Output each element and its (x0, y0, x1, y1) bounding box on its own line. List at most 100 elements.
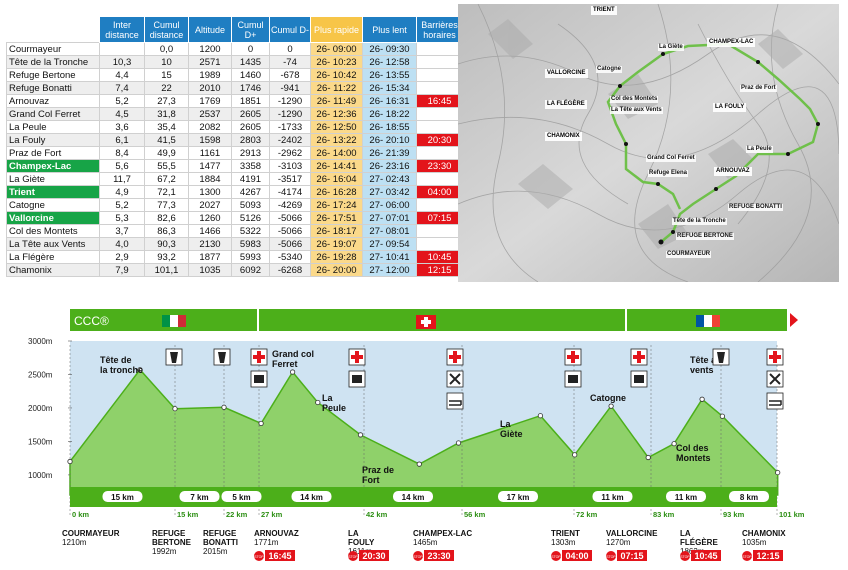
location-name: FOULY (348, 538, 375, 547)
segment-label: 15 km (111, 493, 134, 502)
location-name: LA (680, 529, 691, 538)
row-slow: 27- 10:41 (362, 250, 417, 264)
profile-point (645, 454, 651, 461)
profile-point (258, 420, 264, 427)
segment-pill (592, 491, 633, 502)
row-name: Refuge Bonatti (6, 81, 100, 95)
segment-pill (179, 491, 220, 502)
row-cumul: 35,4 (144, 120, 189, 134)
flag-italy (162, 315, 170, 327)
peak-label: Fort (362, 475, 380, 485)
km-label: 72 km (576, 510, 598, 519)
row-dplus: 2605 (231, 120, 270, 134)
row-slow: 26- 09:30 (362, 42, 417, 56)
cutoff-time: 20:30 (362, 551, 385, 561)
table-row: Champex-Lac 5,6 55,5 1477 3358 -3103 26- 14:41… (6, 159, 463, 173)
peak-label: Peule (322, 403, 346, 413)
row-cumul: 93,2 (144, 250, 189, 264)
km-label: 27 km (261, 510, 283, 519)
segment-label: 11 km (601, 493, 623, 502)
cutoff-time: 16:45 (268, 551, 291, 561)
km-label: 83 km (653, 510, 675, 519)
table-row: Grand Col Ferret 4,5 31,8 2537 2605 -1290 26- … (6, 107, 463, 121)
km-label: 42 km (366, 510, 388, 519)
row-dplus: 4191 (231, 172, 270, 186)
row-inter: 10,3 (99, 55, 145, 69)
row-slow: 26- 18:22 (362, 107, 417, 121)
segment-pill (729, 491, 769, 502)
cutoff-badge (691, 550, 721, 561)
location-altitude: 1992m (152, 547, 177, 556)
row-dplus: 2605 (231, 107, 270, 121)
row-dminus: -2962 (269, 146, 311, 160)
row-barrier (416, 120, 463, 134)
row-alt: 1477 (188, 159, 232, 173)
row-alt: 1200 (188, 42, 232, 56)
row-alt: 1989 (188, 68, 232, 82)
row-dplus: 0 (231, 42, 270, 56)
peak-label: la tronche (100, 365, 143, 375)
km-label: 22 km (226, 510, 248, 519)
profile-point (671, 441, 677, 447)
km-label: 15 km (177, 510, 199, 519)
row-barrier (416, 68, 463, 82)
row-alt: 2082 (188, 120, 232, 134)
location-name: LA (348, 529, 359, 538)
row-barrier (416, 107, 463, 121)
map-flegere: LA FLÉGÈRE (545, 100, 587, 109)
profile-point (289, 369, 296, 375)
y-tick-label: 1500m (28, 437, 53, 446)
profile-point (775, 469, 781, 476)
row-fast: 26- 19:28 (310, 250, 363, 264)
row-fast: 26- 17:24 (310, 198, 363, 212)
row-dminus: -1290 (269, 107, 311, 121)
row-fast: 26- 10:23 (310, 55, 363, 69)
cutoff-badge (753, 550, 783, 561)
profile-point (67, 458, 73, 465)
row-fast: 26- 18:17 (310, 224, 363, 238)
segment-label: 5 km (232, 493, 250, 502)
row-name: La Giète (6, 172, 100, 186)
stop-word: STOP (413, 555, 423, 559)
row-alt: 2537 (188, 107, 232, 121)
cutoff-time: 12:15 (756, 551, 779, 561)
row-inter: 5,3 (99, 211, 145, 225)
row-fast: 26- 12:50 (310, 120, 363, 134)
row-inter: 4,5 (99, 107, 145, 121)
peak-label: La (322, 393, 333, 403)
table-row: Vallorcine 5,3 82,6 1260 5126 -5066 26- 17:51 2… (6, 211, 463, 225)
row-slow: 27- 03:42 (362, 185, 417, 199)
row-name: Praz de Fort (6, 146, 100, 160)
table-row: Praz de Fort 8,4 49,9 1161 2913 -2962 26- 14:0… (6, 146, 463, 160)
map-bonatti: REFUGE BONATTI (728, 204, 783, 211)
row-dminus: 0 (269, 42, 311, 56)
location-name: BONATTI (203, 538, 238, 547)
stop-word: STOP (348, 555, 358, 559)
segment-pill (291, 491, 332, 502)
location-altitude: 1465m (413, 538, 438, 547)
row-fast: 26- 19:07 (310, 237, 363, 251)
location-name: COURMAYEUR (62, 529, 120, 538)
row-dplus: 1435 (231, 55, 270, 69)
row-alt: 1035 (188, 263, 232, 277)
row-dplus: 5983 (231, 237, 270, 251)
peak-label: Catogne (590, 393, 626, 403)
map-peule: La Peule (746, 146, 773, 153)
peak-label: Col des (676, 443, 709, 453)
row-inter: 11,7 (99, 172, 145, 186)
bar-arrow (790, 313, 798, 327)
peak-label: Tête de (100, 355, 132, 365)
row-fast: 26- 13:22 (310, 133, 363, 147)
location-name: VALLORCINE (606, 529, 658, 538)
header-empty (6, 16, 100, 43)
row-fast: 26- 17:51 (310, 211, 363, 225)
row-cumul: 77,3 (144, 198, 189, 212)
row-barrier (416, 146, 463, 160)
table-row: La Peule 3,6 35,4 2082 2605 -1733 26- 12:50 26-… (6, 120, 463, 134)
row-dplus: 3358 (231, 159, 270, 173)
row-slow: 26- 13:55 (362, 68, 417, 82)
row-name: La Peule (6, 120, 100, 134)
row-alt: 2130 (188, 237, 232, 251)
row-dminus: -5066 (269, 237, 311, 251)
segment-pill (498, 491, 538, 502)
